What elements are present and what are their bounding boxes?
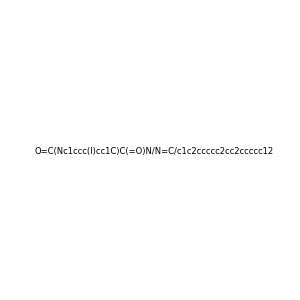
Text: O=C(Nc1ccc(I)cc1C)C(=O)N/N=C/c1c2ccccc2cc2ccccc12: O=C(Nc1ccc(I)cc1C)C(=O)N/N=C/c1c2ccccc2c…	[34, 147, 273, 156]
